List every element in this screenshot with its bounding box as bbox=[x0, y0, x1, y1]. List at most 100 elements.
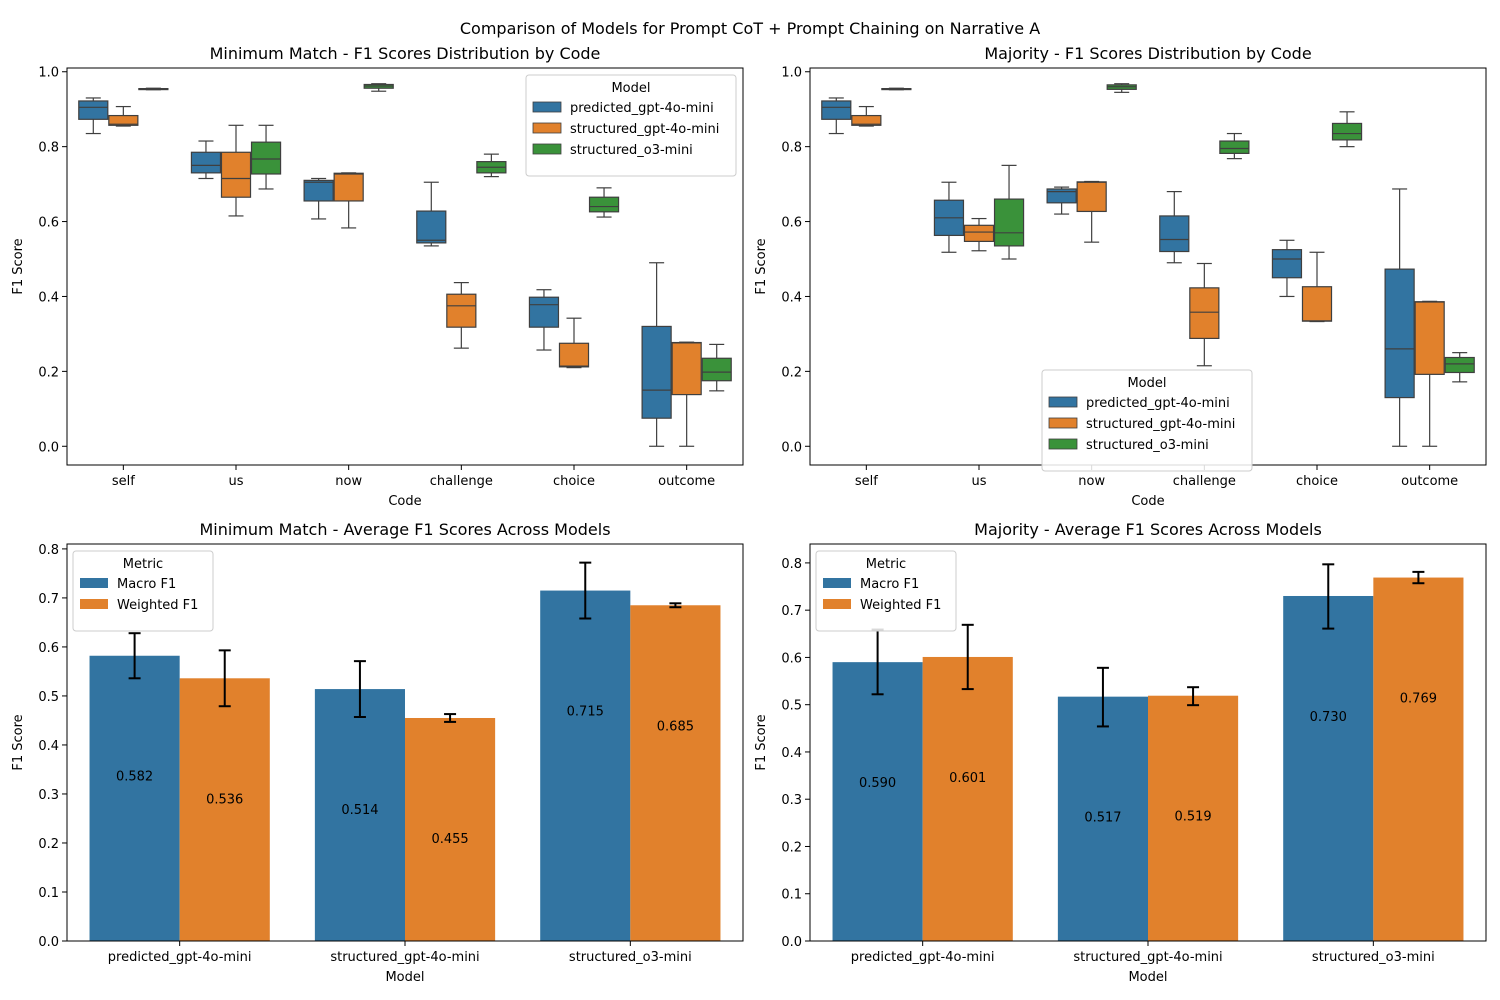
y-axis-label: F1 Score bbox=[754, 238, 769, 294]
x-tick-label-predicted-gpt-4o-mini: predicted_gpt-4o-mini bbox=[108, 950, 252, 965]
data-label-weighted-f1-structured-gpt-4o-mini: 0.455 bbox=[431, 832, 468, 847]
x-tick-label-choice: choice bbox=[553, 474, 595, 489]
y-tick-label: 0.2 bbox=[781, 840, 802, 855]
legend-label-weighted-f1: Weighted F1 bbox=[860, 598, 941, 613]
legend-label-macro-f1: Macro F1 bbox=[117, 577, 176, 592]
y-tick-label: 0.2 bbox=[38, 365, 59, 380]
box-structured-gpt-4o-mini-challenge bbox=[446, 282, 477, 349]
x-tick-label-challenge: challenge bbox=[430, 474, 493, 489]
legend-swatch-weighted-f1 bbox=[80, 599, 108, 609]
y-axis-label: F1 Score bbox=[11, 238, 26, 294]
legend-swatch-predicted-gpt-4o-mini bbox=[532, 101, 562, 113]
x-axis-label: Code bbox=[1131, 494, 1164, 509]
iqr-box bbox=[446, 293, 477, 328]
box-structured-gpt-4o-mini-self bbox=[851, 105, 882, 127]
legend-swatch-weighted-f1 bbox=[823, 599, 851, 609]
box-predicted-gpt-4o-mini-outcome bbox=[1384, 188, 1415, 447]
iqr-box bbox=[1219, 140, 1250, 154]
x-tick-label-predicted-gpt-4o-mini: predicted_gpt-4o-mini bbox=[851, 950, 995, 965]
box-structured-gpt-4o-mini-choice bbox=[558, 317, 590, 369]
x-tick-label-us: us bbox=[971, 474, 986, 489]
legend-label-structured-o3-mini: structured_o3-mini bbox=[1086, 438, 1209, 453]
box-structured-o3-mini-challenge bbox=[1219, 132, 1250, 160]
plot-frame bbox=[66, 543, 744, 942]
plot-frame bbox=[809, 543, 1487, 942]
data-label-weighted-f1-predicted-gpt-4o-mini: 0.536 bbox=[206, 792, 243, 807]
legend-label-macro-f1: Macro F1 bbox=[860, 577, 919, 592]
y-tick-label: 0.4 bbox=[38, 739, 59, 754]
box-predicted-gpt-4o-mini-now bbox=[1046, 186, 1077, 215]
box-predicted-gpt-4o-mini-us bbox=[933, 181, 965, 253]
x-tick-label-outcome: outcome bbox=[1401, 474, 1458, 489]
y-tick-label: 0.5 bbox=[781, 699, 802, 714]
legend-frame bbox=[72, 550, 214, 632]
box-structured-o3-mini-choice bbox=[1331, 111, 1363, 148]
iqr-box bbox=[78, 100, 109, 120]
iqr-box bbox=[588, 196, 620, 213]
y-tick-label: 0.6 bbox=[781, 216, 802, 231]
iqr-box bbox=[108, 114, 139, 126]
iqr-box bbox=[220, 151, 252, 198]
iqr-box bbox=[963, 224, 995, 243]
y-tick-label: 0.0 bbox=[38, 440, 59, 455]
legend-swatch-structured-o3-mini bbox=[1048, 438, 1078, 450]
x-tick-label-self: self bbox=[855, 474, 878, 489]
iqr-box bbox=[558, 342, 590, 368]
y-tick-label: 1.0 bbox=[781, 66, 802, 81]
box-structured-o3-mini-us bbox=[250, 124, 282, 190]
box-structured-o3-mini-self bbox=[138, 87, 169, 91]
figure-title: Comparison of Models for Prompt CoT + Pr… bbox=[460, 19, 1040, 38]
box-structured-o3-mini-outcome bbox=[1444, 352, 1475, 383]
x-tick-label-structured-o3-mini: structured_o3-mini bbox=[569, 950, 692, 965]
x-tick-label-self: self bbox=[112, 474, 135, 489]
data-label-macro-f1-structured-o3-mini: 0.715 bbox=[567, 705, 604, 720]
box-structured-o3-mini-now bbox=[363, 83, 394, 92]
bar-weighted-f1-structured-gpt-4o-mini bbox=[405, 717, 496, 941]
y-tick-label: 0.8 bbox=[38, 543, 59, 558]
x-axis-label: Model bbox=[1128, 970, 1167, 985]
panel-title: Minimum Match - Average F1 Scores Across… bbox=[199, 520, 610, 539]
legend-label-structured-gpt-4o-mini: structured_gpt-4o-mini bbox=[570, 122, 719, 137]
iqr-box bbox=[303, 179, 334, 202]
iqr-box bbox=[1076, 181, 1107, 213]
bar-weighted-f1-structured-o3-mini bbox=[630, 605, 721, 941]
iqr-box bbox=[528, 296, 560, 328]
legend-label-predicted-gpt-4o-mini: predicted_gpt-4o-mini bbox=[570, 101, 714, 116]
legend-frame bbox=[815, 550, 957, 632]
iqr-box bbox=[1331, 122, 1363, 141]
bar-weighted-f1-structured-o3-mini bbox=[1373, 577, 1464, 941]
x-tick-label-outcome: outcome bbox=[658, 474, 715, 489]
y-tick-label: 0.3 bbox=[38, 788, 59, 803]
panel-title: Minimum Match - F1 Scores Distribution b… bbox=[210, 44, 601, 63]
iqr-box bbox=[641, 325, 672, 419]
box-predicted-gpt-4o-mini-self bbox=[78, 97, 109, 135]
box-predicted-gpt-4o-mini-choice bbox=[528, 289, 560, 351]
box-structured-o3-mini-challenge bbox=[476, 153, 507, 178]
panel-title: Majority - Average F1 Scores Across Mode… bbox=[974, 520, 1322, 539]
data-label-weighted-f1-structured-o3-mini: 0.769 bbox=[1400, 692, 1437, 707]
bar-macro-f1-predicted-gpt-4o-mini bbox=[832, 662, 923, 941]
box-structured-gpt-4o-mini-choice bbox=[1301, 251, 1333, 323]
iqr-box bbox=[993, 198, 1025, 247]
box-structured-o3-mini-us bbox=[993, 164, 1025, 260]
x-tick-label-structured-o3-mini: structured_o3-mini bbox=[1312, 950, 1435, 965]
box-structured-gpt-4o-mini-now bbox=[1076, 180, 1107, 243]
y-tick-label: 0.1 bbox=[38, 886, 59, 901]
iqr-box bbox=[416, 210, 447, 244]
bar-macro-f1-structured-o3-mini bbox=[1283, 595, 1374, 941]
y-tick-label: 0.1 bbox=[781, 888, 802, 903]
bar-macro-f1-predicted-gpt-4o-mini bbox=[89, 655, 180, 941]
x-tick-label-challenge: challenge bbox=[1173, 474, 1236, 489]
y-tick-label: 0.8 bbox=[781, 141, 802, 156]
box-predicted-gpt-4o-mini-challenge bbox=[1159, 190, 1190, 264]
iqr-box bbox=[190, 151, 222, 174]
bar-weighted-f1-predicted-gpt-4o-mini bbox=[179, 678, 270, 941]
box-predicted-gpt-4o-mini-self bbox=[821, 97, 852, 135]
panel-min-match-box: Minimum Match - F1 Scores Distribution b… bbox=[11, 44, 744, 509]
panel-majority-bar: Majority - Average F1 Scores Across Mode… bbox=[754, 520, 1487, 985]
legend-swatch-macro-f1 bbox=[823, 578, 851, 588]
legend-swatch-structured-gpt-4o-mini bbox=[532, 122, 562, 134]
iqr-box bbox=[671, 341, 702, 396]
y-tick-label: 0.0 bbox=[781, 935, 802, 950]
